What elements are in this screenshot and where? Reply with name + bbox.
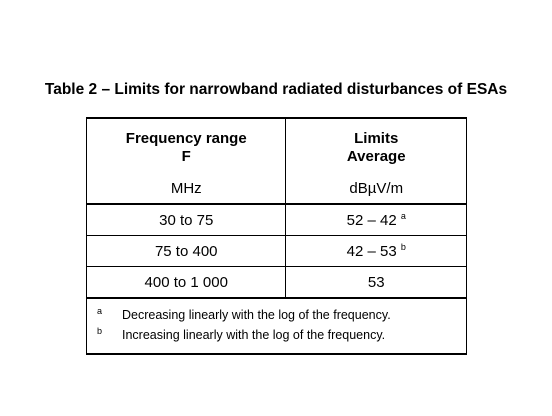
table-header-row: Frequency range F Limits Average xyxy=(85,117,467,173)
header-frequency-range: Frequency range F xyxy=(85,117,287,173)
limit-value: 53 xyxy=(367,273,385,291)
frequency-cell: 400 to 1 000 xyxy=(85,266,287,299)
footnote-mark: a xyxy=(400,210,406,221)
limit-value: 52 – 42 xyxy=(346,211,397,229)
table-row: 400 to 1 000 53 xyxy=(85,266,467,299)
limit-cell: 53 xyxy=(285,266,467,299)
frequency-cell: 75 to 400 xyxy=(85,235,287,267)
footnote-mark: b xyxy=(97,326,103,336)
unit-limits: dBµV/m xyxy=(285,173,467,205)
table-row: 30 to 75 52 – 42 a xyxy=(85,203,467,236)
limit-cell: 52 – 42 a xyxy=(285,203,467,236)
table-row: 75 to 400 42 – 53 b xyxy=(85,235,467,267)
header-average-label: Average xyxy=(346,148,406,165)
footnote-text: Decreasing linearly with the log of the … xyxy=(122,308,391,322)
table-caption: Table 2 – Limits for narrowband radiated… xyxy=(44,81,508,98)
footnote-mark: b xyxy=(400,241,406,252)
limit-cell: 42 – 53 b xyxy=(285,235,467,267)
footnote: b Increasing linearly with the log of th… xyxy=(87,325,466,345)
header-frequency-symbol: F xyxy=(181,148,191,165)
table-notes: a Decreasing linearly with the log of th… xyxy=(86,297,467,355)
footnote-mark: a xyxy=(97,306,103,316)
footnote-text: Increasing linearly with the log of the … xyxy=(122,328,386,342)
header-limits: Limits Average xyxy=(285,117,467,173)
limits-table: Frequency range F Limits Average MHz dBµ… xyxy=(85,117,467,355)
table-notes-row: a Decreasing linearly with the log of th… xyxy=(86,297,467,355)
footnote: a Decreasing linearly with the log of th… xyxy=(87,305,466,325)
header-limits-label: Limits xyxy=(354,130,399,147)
limit-value: 42 – 53 xyxy=(346,242,397,260)
unit-frequency: MHz xyxy=(85,173,287,205)
frequency-cell: 30 to 75 xyxy=(85,203,287,236)
header-frequency-label: Frequency range xyxy=(125,130,247,147)
table-unit-row: MHz dBµV/m xyxy=(85,173,467,205)
